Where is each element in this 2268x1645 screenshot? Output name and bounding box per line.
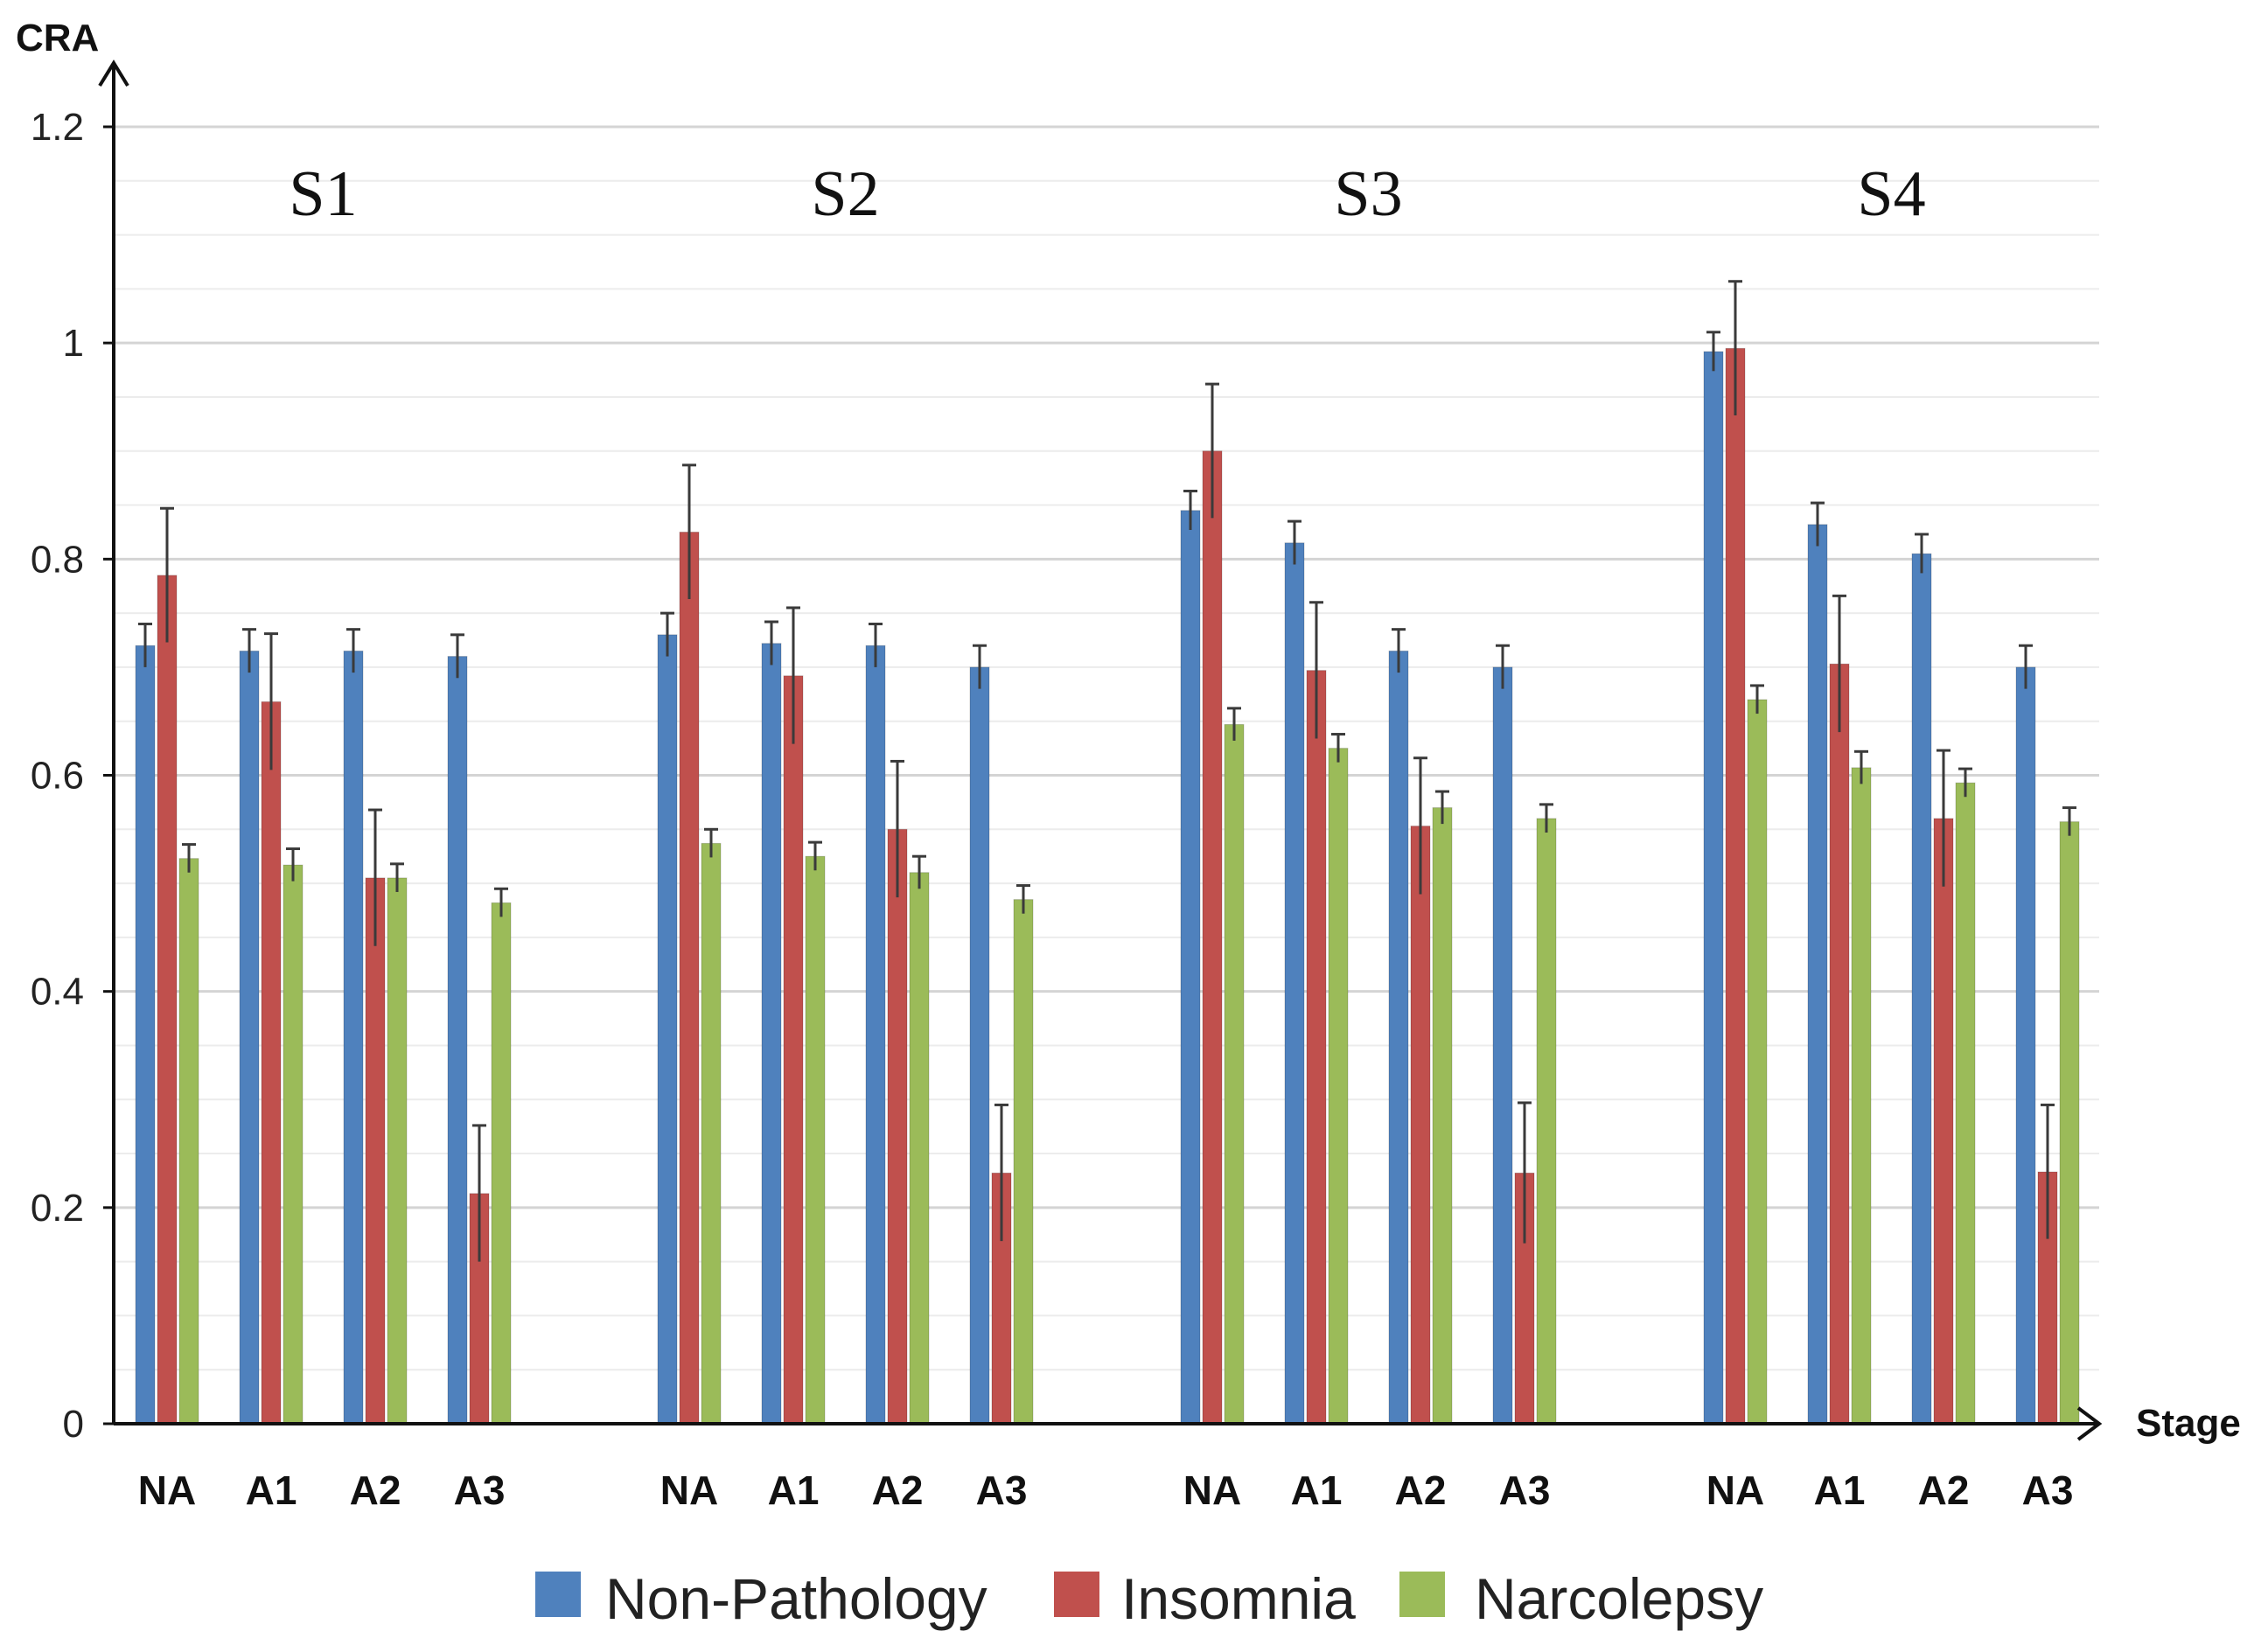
- bar: [865, 645, 886, 1425]
- bar: [761, 643, 782, 1425]
- bar: [1180, 510, 1201, 1425]
- bar: [1328, 748, 1349, 1425]
- bar: [387, 877, 408, 1425]
- bar: [157, 575, 178, 1425]
- x-category-label: A2: [872, 1467, 924, 1513]
- x-axis-title: Stage: [2136, 1402, 2241, 1445]
- bar: [491, 902, 512, 1425]
- x-category-label: A2: [1395, 1467, 1447, 1513]
- bar: [701, 842, 722, 1425]
- labels: 0 0.2 0.4 0.6 0.8 1 1.2 NA A1 A2 A3 S1 NA A1 A2 A3 S2 NA A…: [16, 17, 2241, 1513]
- bar: [1703, 351, 1724, 1425]
- x-category-label: A1: [1814, 1467, 1866, 1513]
- x-category-label: A2: [1918, 1467, 1970, 1513]
- bar: [909, 872, 930, 1425]
- y-axis-arrow: [98, 59, 129, 87]
- bar: [969, 666, 990, 1425]
- bar: [1725, 347, 1746, 1425]
- bar: [783, 675, 804, 1425]
- bars: [135, 280, 2080, 1425]
- bar: [261, 701, 282, 1425]
- bar: [2015, 666, 2036, 1425]
- y-tick-label: 1.2: [31, 106, 84, 149]
- group-title: S3: [1334, 158, 1402, 230]
- bar: [1224, 723, 1245, 1425]
- bar: [365, 877, 386, 1425]
- legend-label: Narcolepsy: [1475, 1566, 1763, 1631]
- bar: [1747, 699, 1768, 1425]
- legend-label: Insomnia: [1121, 1566, 1356, 1631]
- bar: [679, 531, 700, 1425]
- x-category-label: A2: [350, 1467, 401, 1513]
- x-category-label: A1: [768, 1467, 820, 1513]
- bar: [1851, 767, 1872, 1425]
- legend-swatch: [1054, 1572, 1099, 1617]
- bar: [178, 858, 199, 1425]
- bar: [343, 650, 364, 1425]
- y-tick-label: 0.2: [31, 1187, 84, 1230]
- bar: [2059, 821, 2080, 1425]
- bar: [805, 855, 826, 1425]
- bar: [447, 656, 468, 1425]
- bar: [1013, 899, 1034, 1425]
- axes: [98, 59, 2103, 1441]
- bar: [1955, 782, 1976, 1425]
- y-tick-label: 1: [63, 322, 84, 365]
- bar: [1202, 450, 1223, 1425]
- y-tick-label: 0: [63, 1403, 84, 1446]
- legend-swatch: [1399, 1572, 1445, 1617]
- gridlines: [114, 125, 2099, 1371]
- x-category-label: A3: [976, 1467, 1028, 1513]
- group-title: S4: [1857, 158, 1925, 230]
- bar: [1911, 553, 1932, 1425]
- y-tick-label: 0.6: [31, 755, 84, 798]
- x-category-label: A3: [454, 1467, 506, 1513]
- bar: [1388, 650, 1409, 1425]
- bar: [1933, 818, 1954, 1425]
- bar: [1536, 818, 1557, 1425]
- x-category-label: A3: [2022, 1467, 2074, 1513]
- bar: [1829, 663, 1850, 1425]
- group-title: S2: [811, 158, 879, 230]
- x-category-label: NA: [138, 1467, 196, 1513]
- bar: [1306, 670, 1327, 1425]
- bar: [887, 828, 908, 1425]
- legend-label: Non-Pathology: [605, 1566, 987, 1631]
- x-category-label: NA: [1706, 1467, 1764, 1513]
- x-axis-arrow: [2076, 1406, 2103, 1441]
- y-axis-title: CRA: [16, 17, 99, 59]
- legend: Non-Pathology Insomnia Narcolepsy: [535, 1566, 1763, 1631]
- y-tick-label: 0.4: [31, 971, 84, 1014]
- bar: [657, 634, 678, 1425]
- bar: [283, 864, 304, 1425]
- bar: [1807, 524, 1828, 1425]
- x-category-label: NA: [1183, 1467, 1241, 1513]
- y-tick-label: 0.8: [31, 538, 84, 581]
- bar: [1492, 666, 1513, 1425]
- bar: [1284, 542, 1305, 1425]
- bar: [135, 645, 156, 1425]
- bar: [1410, 826, 1431, 1425]
- group-title: S1: [289, 158, 357, 230]
- bar: [239, 650, 260, 1425]
- legend-swatch: [535, 1572, 581, 1617]
- x-category-label: A1: [246, 1467, 297, 1513]
- bar: [1432, 807, 1453, 1425]
- x-category-label: A3: [1499, 1467, 1551, 1513]
- x-category-label: NA: [660, 1467, 718, 1513]
- x-category-label: A1: [1291, 1467, 1343, 1513]
